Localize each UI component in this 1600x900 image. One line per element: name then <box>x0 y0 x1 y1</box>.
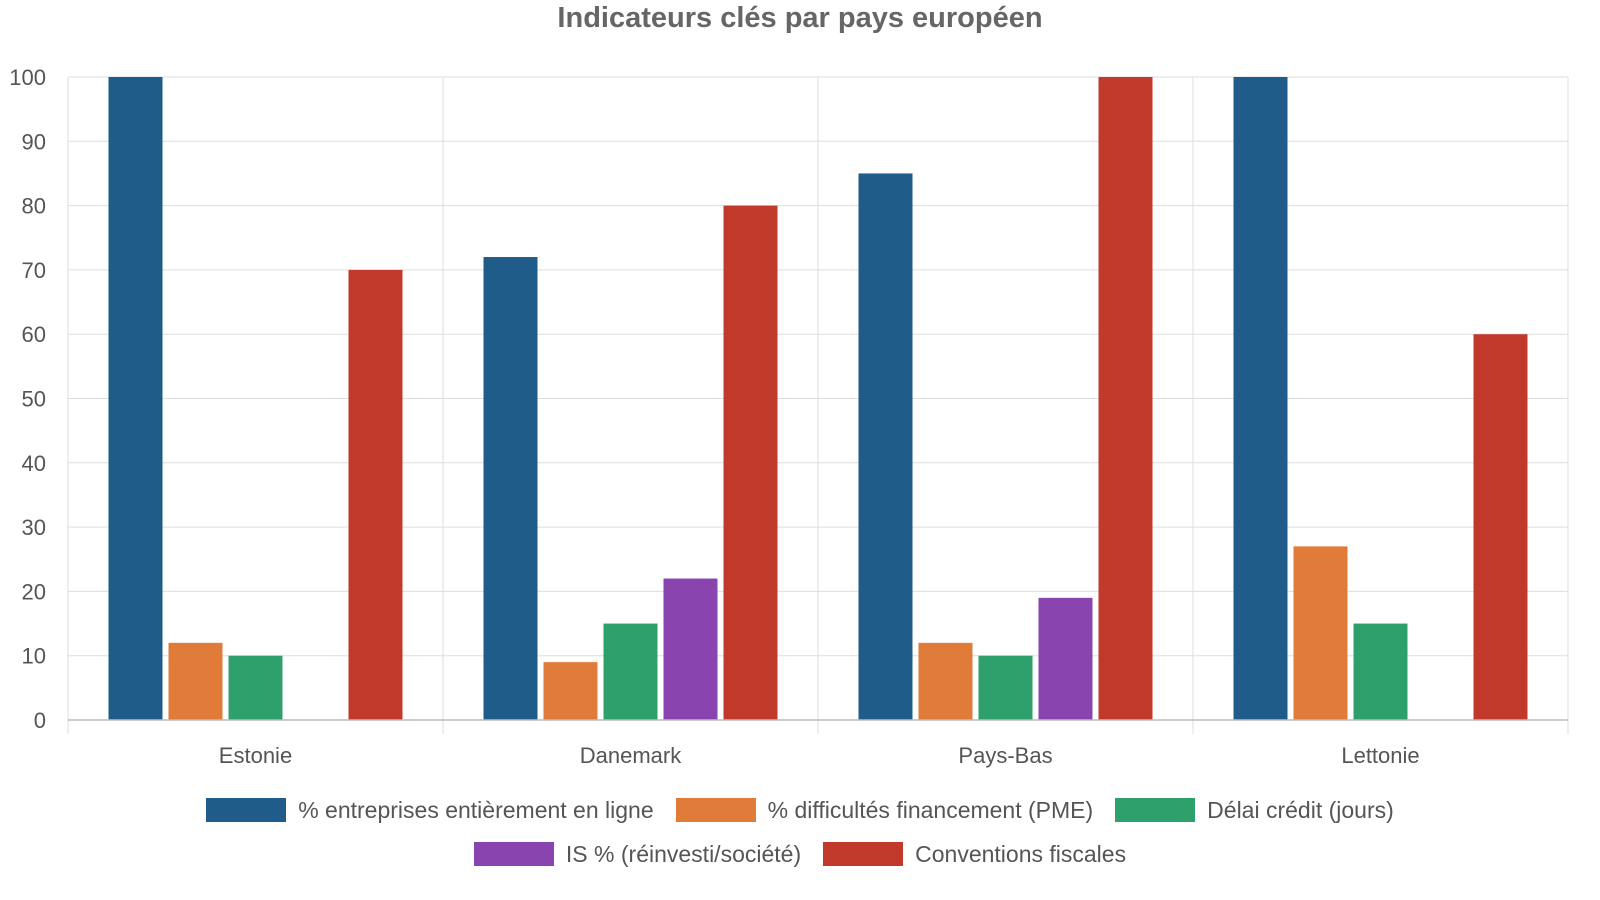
bar-3-estonie <box>228 655 283 720</box>
legend-item[interactable]: % difficultés financement (PME) <box>675 792 1094 828</box>
legend-swatch <box>675 798 756 822</box>
bar-3-danemark <box>603 623 658 720</box>
x-tick-label: Lettonie <box>1341 743 1419 768</box>
y-tick-label: 40 <box>22 451 46 476</box>
y-tick-label: 0 <box>34 708 46 733</box>
legend-label: % entreprises entièrement en ligne <box>298 796 654 823</box>
bar-3-lettonie <box>1353 623 1408 720</box>
x-tick-label: Estonie <box>219 743 292 768</box>
y-tick-label: 20 <box>22 579 46 604</box>
bar-1-estonie <box>108 77 163 720</box>
bar-2-pays-bas <box>918 642 973 720</box>
legend-label: % difficultés financement (PME) <box>767 796 1094 823</box>
legend-swatch <box>1115 798 1196 822</box>
legend-item[interactable]: Délai crédit (jours) <box>1115 792 1394 828</box>
bar-1-lettonie <box>1233 77 1288 720</box>
bar-2-lettonie <box>1293 546 1348 720</box>
legend-row: IS % (réinvesti/société) Conventions fisc… <box>0 836 1600 872</box>
y-tick-label: 60 <box>22 322 46 347</box>
y-tick-label: 80 <box>22 194 46 219</box>
legend-label: IS % (réinvesti/société) <box>565 840 802 867</box>
bar-2-danemark <box>543 662 598 720</box>
legend-item[interactable]: IS % (réinvesti/société) <box>473 836 802 872</box>
legend-swatch <box>823 842 904 866</box>
y-tick-label: 10 <box>22 644 46 669</box>
bar-4-danemark <box>663 578 718 720</box>
y-tick-label: 70 <box>22 258 46 283</box>
bar-3-pays-bas <box>978 655 1033 720</box>
legend-label: Conventions fiscales <box>915 840 1127 867</box>
x-tick-label: Danemark <box>580 743 682 768</box>
bar-1-danemark <box>483 257 538 720</box>
legend-label: Délai crédit (jours) <box>1207 796 1394 823</box>
bar-1-pays-bas <box>858 173 913 720</box>
legend-swatch <box>473 842 554 866</box>
legend-item[interactable]: Conventions fiscales <box>823 836 1126 872</box>
legend-item[interactable]: % entreprises entièrement en ligne <box>206 792 654 828</box>
chart-legend: % entreprises entièrement en ligne % diff… <box>0 792 1600 872</box>
bar-5-lettonie <box>1473 334 1528 720</box>
bar-4-pays-bas <box>1038 597 1093 720</box>
bar-2-estonie <box>168 642 223 720</box>
legend-swatch <box>206 798 287 822</box>
y-tick-label: 100 <box>9 65 46 90</box>
y-tick-label: 30 <box>22 515 46 540</box>
bar-5-danemark <box>723 205 778 721</box>
y-tick-label: 50 <box>22 387 46 412</box>
y-tick-label: 90 <box>22 129 46 154</box>
x-tick-label: Pays-Bas <box>958 743 1052 768</box>
bar-5-pays-bas <box>1098 77 1153 720</box>
chart-title: Indicateurs clés par pays européen <box>557 2 1043 34</box>
bar-5-estonie <box>348 269 403 720</box>
legend-row: % entreprises entièrement en ligne % diff… <box>0 792 1600 828</box>
